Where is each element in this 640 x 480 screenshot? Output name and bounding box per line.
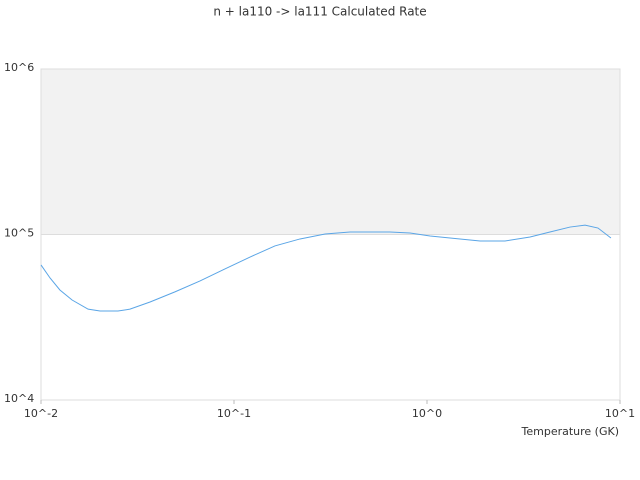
data-line bbox=[40, 224, 612, 312]
y-tick-label: 10^6 bbox=[4, 61, 34, 74]
y-tick-label: 10^4 bbox=[4, 392, 34, 405]
plot-band bbox=[41, 234, 620, 400]
x-axis-label: Temperature (GK) bbox=[521, 425, 620, 438]
x-tick-label: 10^-1 bbox=[217, 407, 251, 420]
x-tick-label: 10^1 bbox=[605, 407, 635, 420]
plot-band bbox=[41, 69, 620, 235]
y-tick-label: 10^5 bbox=[4, 227, 34, 240]
x-tick-label: 10^0 bbox=[412, 407, 442, 420]
x-tick-label: 10^-2 bbox=[24, 407, 58, 420]
chart-title: n + la110 -> la111 Calculated Rate bbox=[213, 5, 426, 19]
